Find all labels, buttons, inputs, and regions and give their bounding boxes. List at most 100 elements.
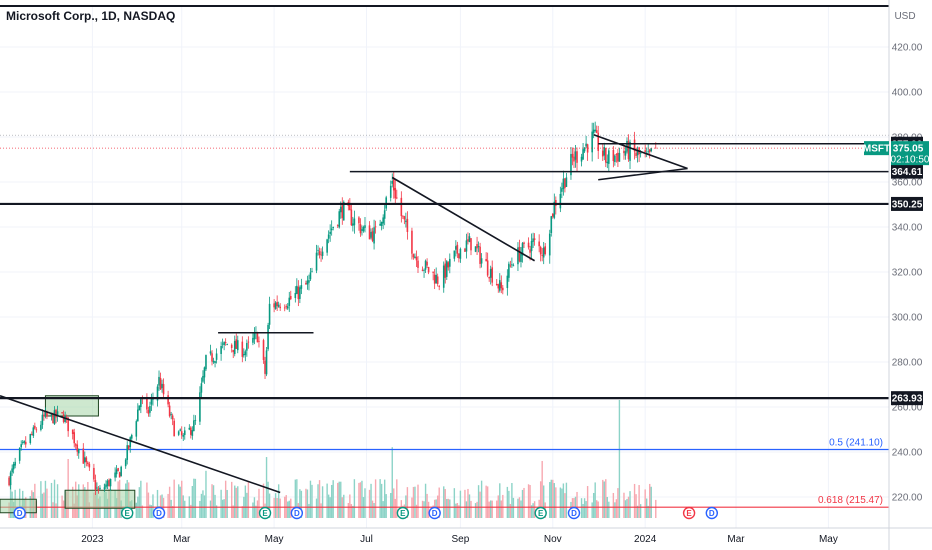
last-price-value: 375.05 [893,144,924,155]
volume-bar [347,503,350,518]
highlight-zone[interactable] [44,395,99,417]
volume-bar [349,494,351,518]
event-marker-D[interactable] [152,506,166,520]
candle-body [274,302,277,309]
volume-bar [580,498,583,518]
volume-bar [181,480,183,518]
currency-label[interactable]: USD [894,11,915,22]
chart-title[interactable]: Microsoft Corp., 1D, NASDAQ [6,9,176,23]
candle-body [243,354,245,356]
candle-body [415,256,418,261]
candle-body [477,246,480,248]
event-marker-D[interactable] [428,506,441,520]
volume-bar [447,498,449,518]
candle-body [521,243,524,256]
highlight-zone[interactable] [64,489,136,509]
candle-body [455,246,457,250]
volume-bar [350,504,353,518]
event-marker-D[interactable] [705,506,719,520]
trendline[interactable] [0,394,281,494]
trendline[interactable] [593,133,688,170]
event-marker-E[interactable] [534,506,547,520]
candle-body [585,143,587,147]
candle-body [308,280,310,283]
time-axis[interactable]: 2023 Mar May Jul Sep Nov 2024 Mar May [0,527,932,545]
candle-body [352,223,354,226]
candle-body [97,488,100,491]
time-tick-label: Jul [360,534,373,545]
candle-body [615,154,618,156]
volume-bar [511,483,513,518]
event-marker-label: E [686,509,692,518]
volume-bar [467,488,469,518]
event-marker-D[interactable] [13,506,26,520]
event-marker-D[interactable] [567,506,581,520]
trendline[interactable] [391,176,536,262]
volume-bar [582,504,584,518]
volume-bar [211,484,213,518]
candle-body [96,487,98,489]
volume-bar [294,479,297,518]
trendlines[interactable] [0,133,688,494]
candle-body [177,431,180,435]
event-marker-E[interactable] [682,506,696,520]
candle-body [544,246,547,255]
candle-body [118,472,121,478]
candle-body [146,397,148,410]
candle-body [480,258,483,264]
candle-body [647,151,649,153]
volume-bar [44,480,47,518]
volume-bar [340,481,342,518]
volume-bar [88,502,91,518]
volume-bar [224,480,227,518]
candle-body [252,337,254,343]
volume-bar [521,489,524,518]
candle-body [508,263,510,278]
horizontal-levels[interactable] [0,5,889,400]
event-marker-label: D [571,509,577,518]
volume-bar [232,505,234,518]
volume-bar [62,500,65,518]
event-marker-D[interactable] [290,506,304,520]
candle-body [541,255,543,256]
candle-body [182,435,185,437]
candle-body [105,484,107,488]
candle-body [438,286,440,287]
event-marker-E[interactable] [258,506,272,520]
candle-body [586,144,589,153]
candle-body [518,246,521,262]
volume-bar [221,499,224,518]
candle-body [411,230,413,254]
volume-bar [173,479,175,518]
candle-body [232,349,235,353]
volume-bar [215,505,218,518]
candle-body [456,244,459,254]
candle-body [152,398,154,400]
volume-bar [520,500,522,518]
candle-body [389,185,392,198]
volume-bar [330,484,333,518]
volume-bar [489,500,492,518]
volume-bar [393,488,395,518]
candle-body [498,280,501,291]
volume-bar [358,482,360,518]
volume-bar [267,481,269,518]
volume-bar [274,493,277,518]
candle-body [361,229,363,231]
candle-body [149,406,151,413]
candle-body [476,244,478,249]
volume-bar [374,479,377,518]
candle-body [435,274,437,284]
price-tag-text: 350.25 [892,199,923,210]
candle-body [85,457,88,463]
event-marker-E[interactable] [396,506,410,520]
trendline[interactable] [598,167,688,181]
volume-bar [152,494,154,518]
volume-bar [470,500,472,518]
event-marker-E[interactable] [121,506,134,520]
volume-bar [223,499,225,518]
volume-bar [597,501,599,518]
candle-body [571,153,574,158]
